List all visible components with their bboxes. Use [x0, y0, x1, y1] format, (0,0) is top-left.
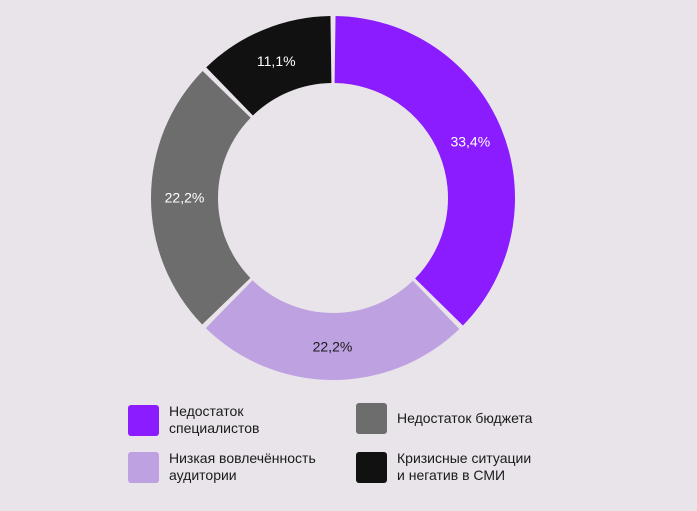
legend-swatch	[128, 451, 159, 483]
donut-slice	[206, 16, 332, 116]
legend-label: Низкая вовлечённость аудитории	[169, 450, 316, 483]
slice-value-label: 11,1%	[257, 53, 296, 69]
donut-slice	[205, 280, 460, 381]
chart-legend: Недостаток специалистов Недостаток бюдже…	[128, 400, 588, 490]
legend-label: Недостаток специалистов	[169, 403, 260, 436]
legend-item: Недостаток бюджета	[356, 403, 532, 434]
legend-label: Недостаток бюджета	[397, 410, 533, 426]
donut-slice	[334, 16, 515, 326]
legend-item: Недостаток специалистов	[128, 403, 259, 437]
slice-value-label: 33,4%	[450, 133, 490, 149]
legend-swatch	[356, 403, 387, 434]
legend-swatch	[356, 451, 387, 483]
legend-label: Кризисные ситуации и негатив в СМИ	[397, 450, 532, 483]
slice-value-label: 22,2%	[165, 190, 205, 206]
legend-swatch	[128, 404, 159, 436]
donut-slices	[150, 16, 515, 381]
slice-value-label: 22,2%	[313, 338, 353, 354]
legend-item: Кризисные ситуации и негатив в СМИ	[356, 450, 531, 484]
donut-slice	[150, 71, 251, 325]
donut-value-labels: 33,4% 22,2% 22,2% 11,1%	[165, 53, 491, 355]
legend-item: Низкая вовлечённость аудитории	[128, 450, 316, 484]
